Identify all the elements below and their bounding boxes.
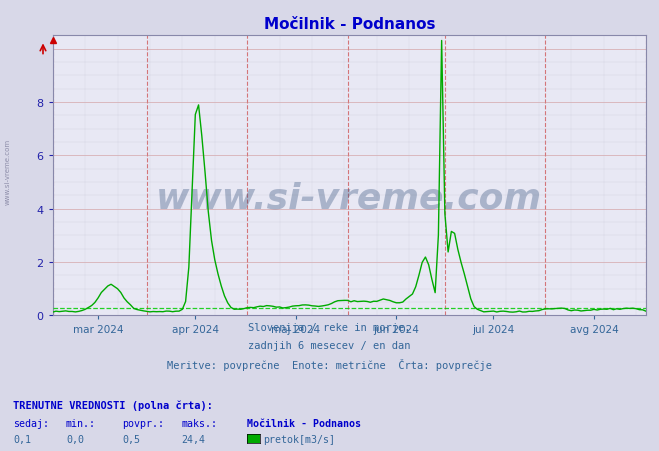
Text: 0,1: 0,1: [13, 434, 31, 444]
Text: Slovenija / reke in morje.: Slovenija / reke in morje.: [248, 322, 411, 332]
Text: maks.:: maks.:: [181, 419, 217, 428]
Text: www.si-vreme.com: www.si-vreme.com: [5, 138, 11, 204]
Text: 0,0: 0,0: [66, 434, 84, 444]
Text: zadnjih 6 mesecev / en dan: zadnjih 6 mesecev / en dan: [248, 341, 411, 350]
Text: Meritve: povprečne  Enote: metrične  Črta: povprečje: Meritve: povprečne Enote: metrične Črta:…: [167, 359, 492, 371]
Text: povpr.:: povpr.:: [122, 419, 164, 428]
Text: min.:: min.:: [66, 419, 96, 428]
Text: www.si-vreme.com: www.si-vreme.com: [156, 181, 542, 215]
Title: Močilnik - Podnanos: Močilnik - Podnanos: [264, 17, 435, 32]
Text: pretok[m3/s]: pretok[m3/s]: [264, 434, 335, 444]
Text: Močilnik - Podnanos: Močilnik - Podnanos: [247, 419, 361, 428]
Text: TRENUTNE VREDNOSTI (polna črta):: TRENUTNE VREDNOSTI (polna črta):: [13, 399, 213, 410]
Text: 24,4: 24,4: [181, 434, 205, 444]
Text: sedaj:: sedaj:: [13, 419, 49, 428]
Text: 0,5: 0,5: [122, 434, 140, 444]
